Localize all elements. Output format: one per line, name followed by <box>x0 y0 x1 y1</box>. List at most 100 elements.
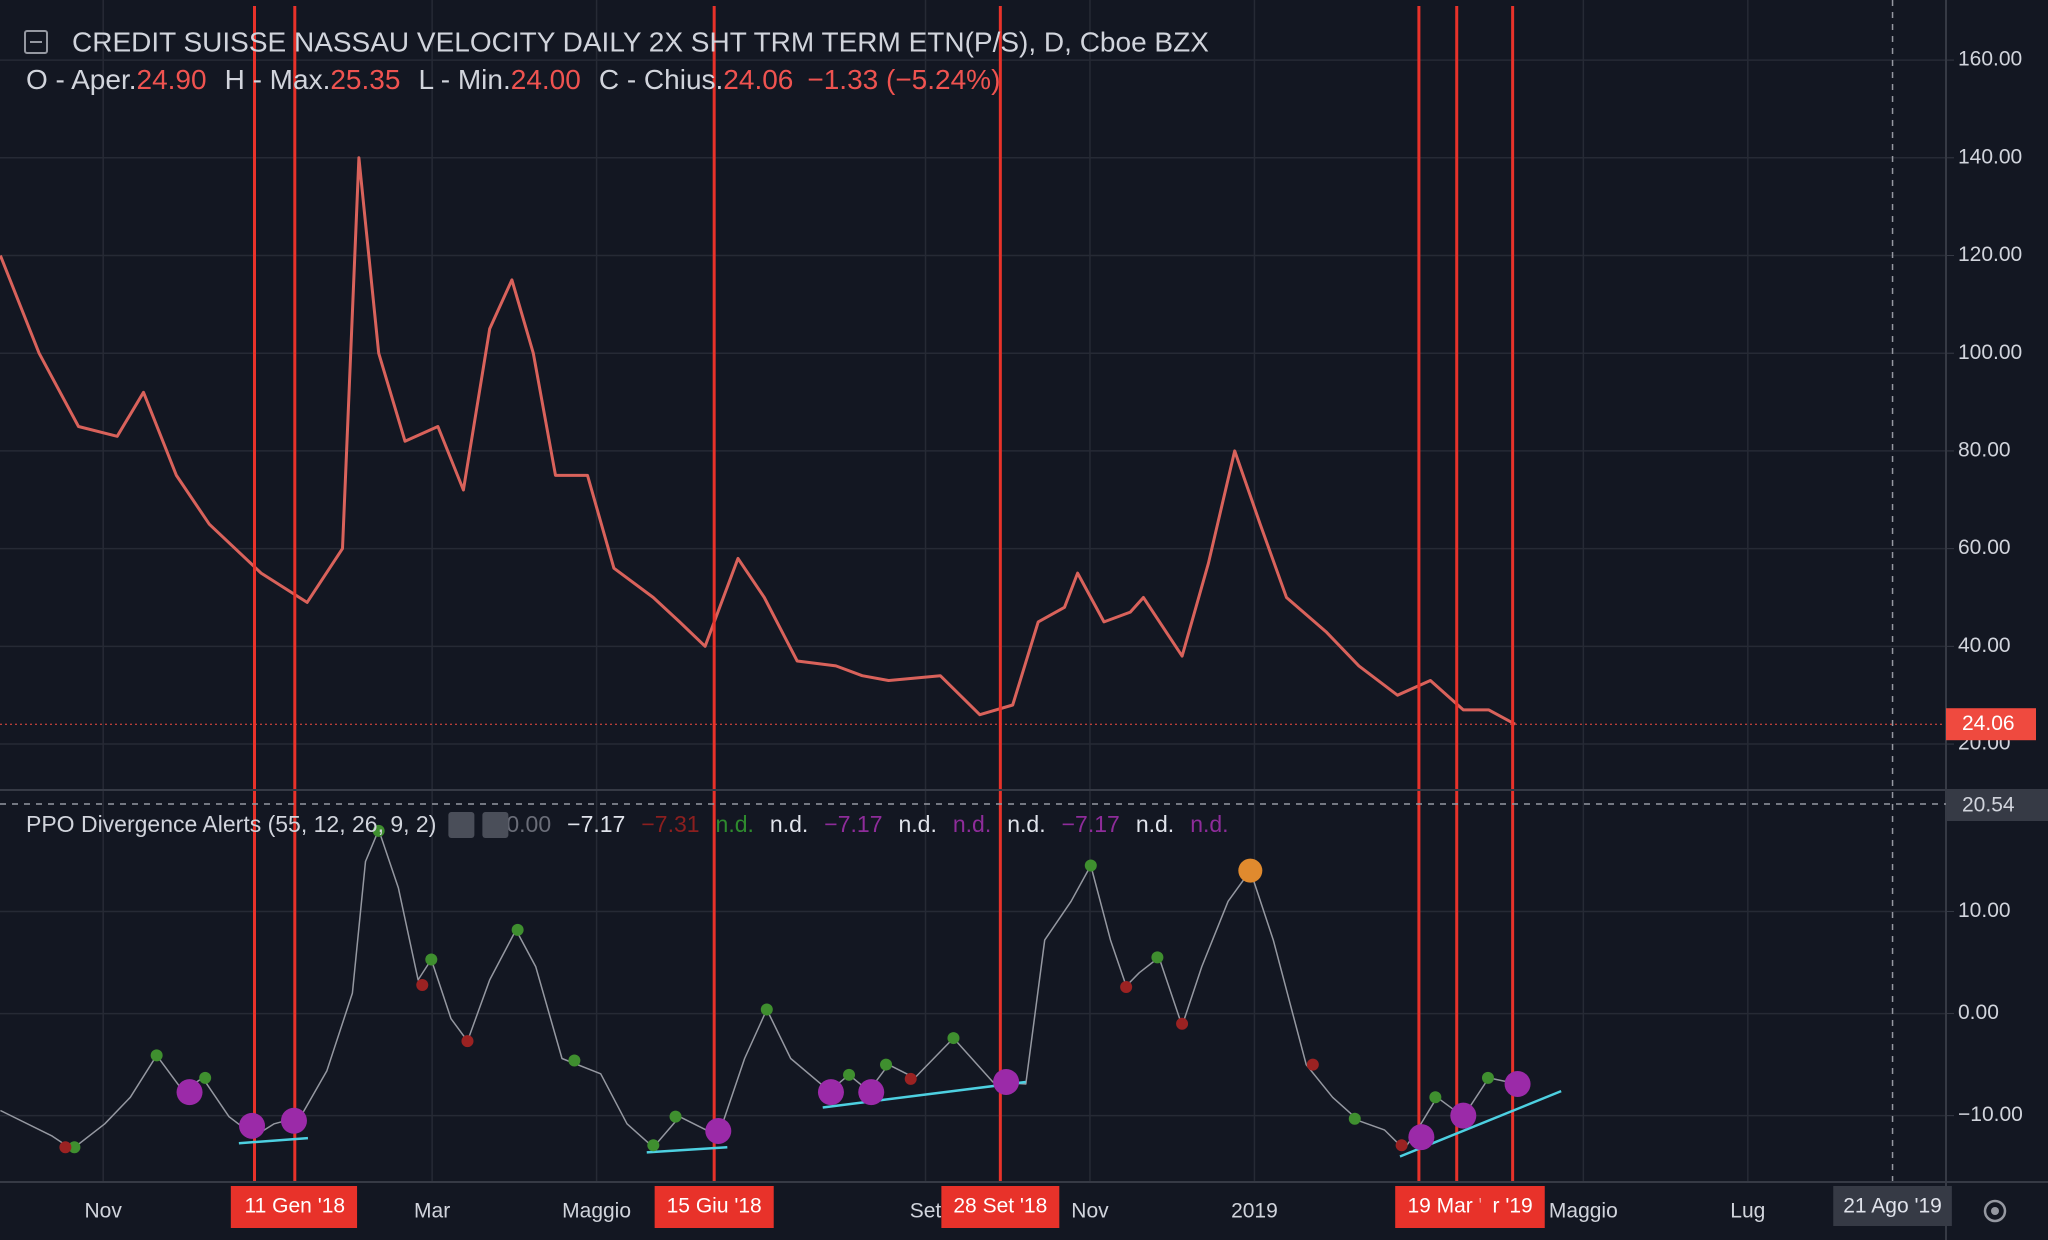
x-tick-label: Maggio <box>562 1200 631 1223</box>
crosshair-date: 21 Ago '19 <box>1833 1186 1952 1226</box>
indicator-value: −7.17 <box>1062 811 1120 837</box>
date-tag: 28 Set '18 <box>941 1186 1060 1228</box>
date-tag-label: 28 Set '18 <box>953 1195 1047 1218</box>
indicator-value: n.d. <box>1190 811 1228 837</box>
crosshair-date-label: 21 Ago '19 <box>1843 1195 1942 1218</box>
signal-dot <box>425 953 438 966</box>
grid <box>0 0 1946 1182</box>
y-tick-label: 160.00 <box>1958 48 2022 71</box>
indicator-value: n.d. <box>899 811 937 837</box>
x-tick-label: Mar <box>414 1200 450 1223</box>
signal-dot <box>1176 1017 1189 1030</box>
signal-dot <box>647 1139 660 1152</box>
signal-dot <box>669 1110 682 1123</box>
ohlc-label: L - Min. <box>418 64 510 95</box>
crosshair-price-label: 20.54 <box>1962 794 2015 817</box>
ohlc-value: 24.90 <box>137 64 207 95</box>
signal-dot <box>1481 1071 1494 1084</box>
indicator-value: −7.17 <box>824 811 882 837</box>
signal-dot <box>416 978 429 991</box>
signal-dot <box>760 1003 773 1016</box>
signal-dot <box>947 1032 960 1045</box>
ohlc-row: O - Aper.24.90 H - Max.25.35 L - Min.24.00… <box>26 64 1000 95</box>
signal-dot <box>461 1035 474 1048</box>
divergence-line <box>822 1080 1026 1109</box>
date-tag-box <box>1480 1186 1545 1228</box>
y-tick-label: 80.00 <box>1958 438 2011 461</box>
x-tick-label: Set <box>910 1200 942 1223</box>
y-tick-label: 60.00 <box>1958 536 2011 559</box>
indicator-value: n.d. <box>1007 811 1045 837</box>
date-tag-label: r '19 <box>1493 1195 1533 1218</box>
x-tick-label: 2019 <box>1231 1200 1278 1223</box>
indicator-value: n.d. <box>770 811 808 837</box>
signal-dot <box>1151 951 1164 964</box>
symbol-title: CREDIT SUISSE NASSAU VELOCITY DAILY 2X S… <box>72 26 1209 57</box>
indicator-value: −7.31 <box>641 811 699 837</box>
settings-icon[interactable] <box>1983 1199 2007 1223</box>
signal-dot <box>858 1079 885 1106</box>
crosshair-date-box <box>1833 1186 1952 1226</box>
indicator-settings-button[interactable] <box>448 812 475 838</box>
indicator-value: n.d. <box>953 811 991 837</box>
collapse-button[interactable] <box>24 30 48 54</box>
plot <box>0 0 1946 1182</box>
date-tag-box <box>232 1186 358 1228</box>
date-tag-label: 15 Giu '18 <box>667 1195 762 1218</box>
signal-dot <box>843 1068 856 1081</box>
x-tick-label: Lug <box>1730 1200 1765 1223</box>
signal-dot <box>705 1117 732 1144</box>
x-tick-label: Maggio <box>1549 1200 1618 1223</box>
date-tag-label: 11 Gen '18 <box>245 1195 346 1218</box>
signal-dot <box>1306 1058 1319 1071</box>
signal-dot <box>1408 1124 1435 1151</box>
y-tick-label: 100.00 <box>1958 341 2022 364</box>
signal-dot <box>511 923 524 936</box>
signal-dot <box>150 1049 163 1062</box>
gear-center <box>1991 1207 1999 1215</box>
ohlc-label: O - Aper. <box>26 64 137 95</box>
signal-dot <box>904 1072 917 1085</box>
divergence-line <box>646 1146 728 1154</box>
date-tag: 15 Giu '18 <box>654 1186 774 1228</box>
divergence-line <box>238 1136 309 1145</box>
y-tick-label: 40.00 <box>1958 634 2011 657</box>
date-tag: 11 Gen '18 <box>232 1186 358 1228</box>
signal-dot <box>1084 859 1097 872</box>
indicator-value: n.d. <box>716 811 754 837</box>
signal-dot <box>1120 981 1133 994</box>
signal-dot <box>1238 858 1263 883</box>
axes: 20.0040.0060.0080.00100.00120.00140.0016… <box>85 48 2036 1228</box>
indicator-remove-button[interactable] <box>482 812 509 838</box>
x-tick-label: Nov <box>85 1200 123 1223</box>
signal-dot <box>239 1112 266 1139</box>
price-line <box>0 156 1516 726</box>
date-tag-box <box>654 1186 774 1228</box>
crosshair-price-box <box>1946 789 2048 821</box>
last-price-label: 24.06 <box>1962 712 2015 735</box>
signal-dot <box>993 1068 1020 1095</box>
indicator-legend: PPO Divergence Alerts (55, 12, 26, 9, 2)… <box>26 811 1229 837</box>
signal-dot <box>1450 1102 1477 1129</box>
signal-dot <box>372 824 385 837</box>
change: −1.33 (−5.24%) <box>807 64 1000 95</box>
signal-dot <box>199 1071 212 1084</box>
y-tick-label: 140.00 <box>1958 145 2022 168</box>
ohlc-label: C - Chius. <box>599 64 723 95</box>
indicator-name: PPO Divergence Alerts (55, 12, 26, 9, 2) <box>26 811 436 837</box>
signal-dot <box>1348 1112 1361 1125</box>
date-tag-box <box>941 1186 1060 1228</box>
indicator-value: −7.17 <box>567 811 625 837</box>
signal-dot <box>59 1141 72 1154</box>
gear[interactable] <box>1983 1199 2007 1223</box>
y-tick-label: 10.00 <box>1958 899 2011 922</box>
y-tick-label: 0.00 <box>1958 1001 1999 1024</box>
signal-dot <box>568 1054 581 1067</box>
y-tick-label: −10.00 <box>1958 1103 2023 1126</box>
signal-dot <box>280 1107 307 1134</box>
ohlc-value: 24.06 <box>723 64 793 95</box>
x-tick-label: Nov <box>1071 1200 1109 1223</box>
signal-dot <box>1504 1071 1531 1097</box>
ohlc-value: 25.35 <box>330 64 400 95</box>
